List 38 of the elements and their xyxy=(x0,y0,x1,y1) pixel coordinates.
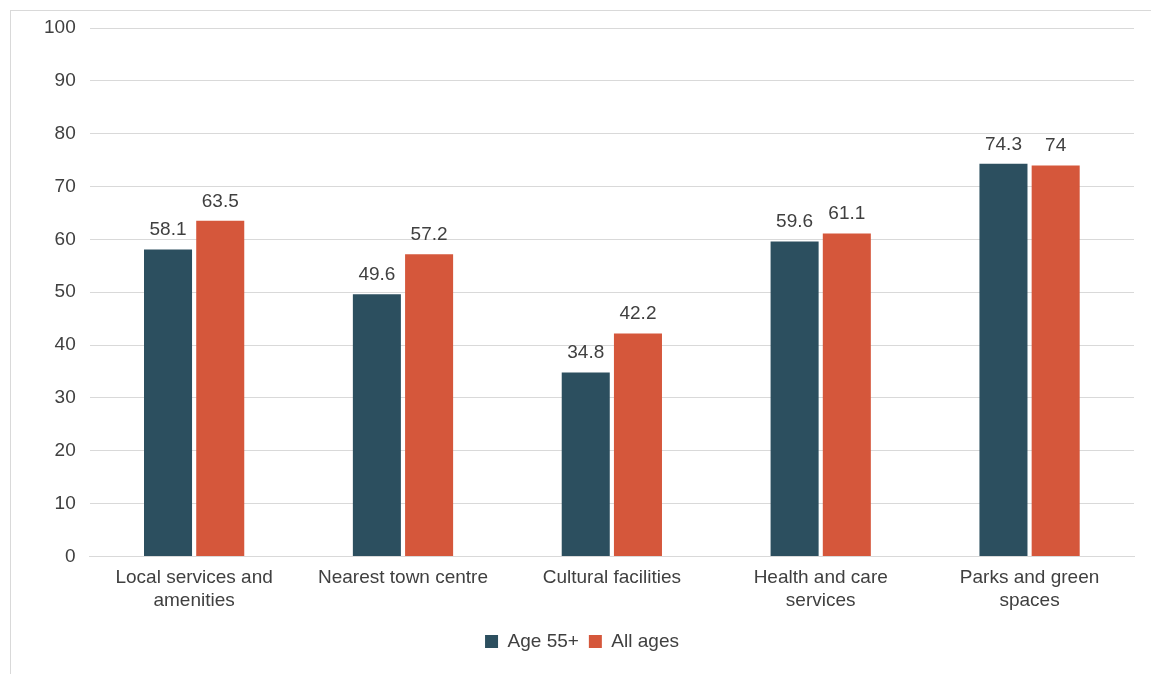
x-tick-label: Cultural facilities xyxy=(542,566,682,588)
y-tick-label: 80 xyxy=(54,121,76,143)
x-tick-label: Parks and green spaces xyxy=(959,566,1100,610)
data-label: 63.5 xyxy=(201,189,239,211)
y-tick-label: 90 xyxy=(54,69,76,91)
bar xyxy=(1031,165,1080,556)
x-tick-label: Health and care services xyxy=(753,566,888,610)
bar xyxy=(979,163,1028,556)
bar xyxy=(196,220,245,556)
y-tick-label: 30 xyxy=(54,386,76,408)
data-label: 49.6 xyxy=(358,263,396,285)
data-label: 59.6 xyxy=(776,210,814,232)
bar xyxy=(352,294,401,556)
x-tick-label: Local services and amenities xyxy=(115,566,273,610)
bar xyxy=(613,333,662,556)
data-label: 34.8 xyxy=(567,341,605,363)
y-tick-label: 20 xyxy=(54,438,76,460)
bar xyxy=(561,372,610,556)
data-label: 57.2 xyxy=(410,222,448,244)
y-tick-label: 40 xyxy=(54,333,76,355)
data-label: 58.1 xyxy=(149,218,187,240)
data-label: 74 xyxy=(1045,134,1067,156)
y-tick-label: 10 xyxy=(54,491,76,513)
bar xyxy=(405,254,454,556)
data-label: 42.2 xyxy=(619,302,657,324)
data-label: 61.1 xyxy=(828,202,866,224)
bar xyxy=(770,241,819,556)
legend-label: Age 55+ xyxy=(507,629,579,651)
x-tick-label: Nearest town centre xyxy=(317,566,489,588)
y-tick-label: 60 xyxy=(54,227,76,249)
bar xyxy=(144,249,193,556)
y-tick-label: 100 xyxy=(44,16,76,38)
y-tick-label: 50 xyxy=(54,280,76,302)
data-label: 74.3 xyxy=(984,132,1022,154)
y-tick-label: 70 xyxy=(54,174,76,196)
legend-label: All ages xyxy=(611,629,679,651)
y-tick-label: 0 xyxy=(65,544,76,566)
bar xyxy=(822,233,871,556)
